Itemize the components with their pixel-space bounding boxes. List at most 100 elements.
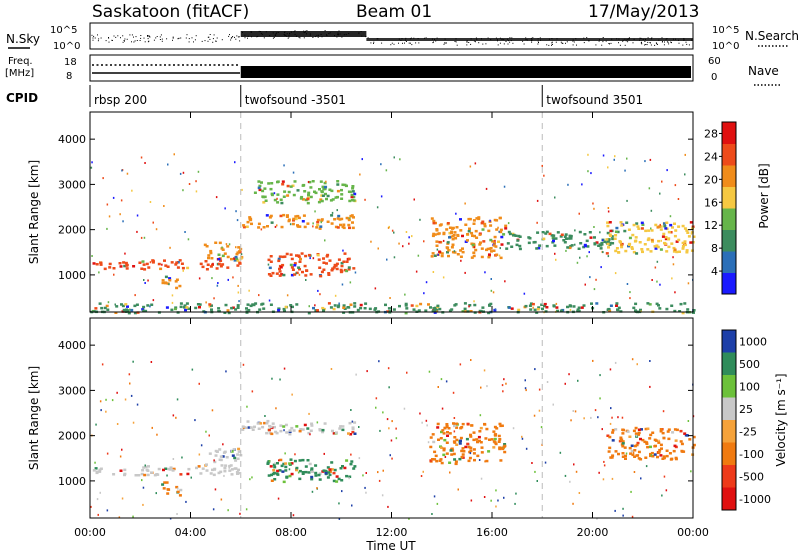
y-tick-label: 4000 (58, 133, 86, 146)
heatmap-cell (161, 281, 165, 285)
heatmap-cell (433, 450, 437, 454)
heatmap-cell (169, 466, 173, 469)
nsky-point (212, 38, 214, 40)
heatmap-cell (168, 277, 172, 280)
scatter-cell (224, 207, 226, 210)
heatmap-cell (300, 252, 304, 255)
heatmap-cell (662, 455, 666, 458)
scatter-cell (113, 273, 115, 276)
scatter-cell (359, 173, 361, 176)
scatter-cell (222, 443, 224, 446)
heatmap-cell (477, 435, 481, 439)
scatter-cell (227, 278, 229, 281)
heatmap-cell (638, 241, 642, 244)
x-tick-label: 04:00 (175, 526, 207, 539)
heatmap-cell (235, 470, 239, 474)
heatmap-cell (123, 473, 126, 477)
heatmap-cell (641, 250, 644, 254)
scatter-cell (386, 418, 389, 421)
heatmap-cell (179, 473, 183, 476)
scatter-cell (480, 386, 482, 389)
heatmap-cell (199, 472, 203, 475)
scatter-cell (541, 164, 543, 167)
heatmap-cell (685, 251, 689, 254)
heatmap-cell (674, 439, 678, 442)
heatmap-cell (162, 487, 166, 490)
nsky-point (393, 43, 395, 45)
heatmap-cell (299, 428, 303, 431)
heatmap-cell (664, 236, 668, 239)
scatter-cell (187, 238, 190, 241)
beam-title: Beam 01 (356, 2, 432, 22)
heatmap-cell (448, 226, 452, 229)
nsky-point (122, 41, 124, 43)
heatmap-cell (267, 474, 271, 477)
heatmap-cell (640, 221, 644, 225)
scatter-cell (118, 516, 121, 519)
heatmap-cell (351, 226, 355, 230)
heatmap-cell (488, 253, 491, 256)
scatter-cell (375, 406, 377, 409)
heatmap-cell (318, 472, 322, 475)
nsky-point (551, 42, 553, 44)
heatmap-cell (279, 214, 283, 218)
colorbar-swatch (722, 487, 736, 511)
scatter-cell (176, 398, 179, 401)
heatmap-cell (266, 462, 270, 465)
heatmap-cell (456, 233, 460, 237)
heatmap-cell (439, 223, 443, 226)
heatmap-cell (271, 271, 275, 275)
heatmap-cell (681, 224, 685, 228)
heatmap-cell (647, 229, 651, 232)
scatter-cell (215, 196, 218, 199)
heatmap-cell (673, 444, 677, 448)
scatter-cell (505, 382, 507, 385)
heatmap-cell (124, 261, 128, 265)
heatmap-cell (637, 457, 641, 460)
heatmap-cell (297, 266, 301, 269)
scatter-cell (334, 294, 337, 297)
scatter-cell (631, 358, 634, 361)
nsky-point (159, 39, 161, 40)
scatter-cell (216, 284, 219, 287)
heatmap-cell (258, 308, 262, 311)
heatmap-cell (301, 220, 305, 223)
heatmap-cell (261, 302, 265, 306)
heatmap-cell (471, 234, 474, 237)
heatmap-cell (622, 428, 625, 432)
heatmap-cell (349, 433, 353, 436)
scatter-cell (586, 255, 588, 258)
heatmap-cell (633, 240, 637, 243)
nsky-point (120, 37, 121, 39)
scatter-cell (134, 294, 136, 297)
nsky-point (445, 42, 447, 44)
heatmap-cell (217, 307, 221, 310)
heatmap-cell (348, 226, 351, 230)
scatter-cell (325, 180, 327, 183)
heatmap-cell (630, 444, 634, 447)
heatmap-cell (236, 251, 240, 254)
scatter-cell (554, 196, 556, 199)
heatmap-cell (466, 442, 470, 446)
heatmap-cell (304, 254, 308, 258)
nsky-point (485, 43, 487, 45)
heatmap-cell (236, 306, 240, 309)
nsky-point (565, 42, 566, 44)
heatmap-cell (242, 225, 246, 229)
heatmap-cell (319, 225, 323, 228)
heatmap-cell (449, 449, 453, 452)
heatmap-cell (347, 257, 351, 261)
heatmap-cell (681, 311, 685, 315)
nsky-point (610, 42, 612, 44)
scatter-cell (274, 462, 276, 465)
heatmap-cell (307, 471, 311, 474)
heatmap-cell (211, 468, 214, 472)
scatter-cell (649, 158, 652, 161)
heatmap-cell (226, 309, 230, 312)
heatmap-cell (632, 250, 636, 254)
heatmap-cell (568, 246, 572, 250)
heatmap-cell (678, 310, 682, 313)
heatmap-cell (417, 309, 421, 312)
heatmap-cell (280, 273, 284, 276)
heatmap-cell (223, 311, 227, 314)
